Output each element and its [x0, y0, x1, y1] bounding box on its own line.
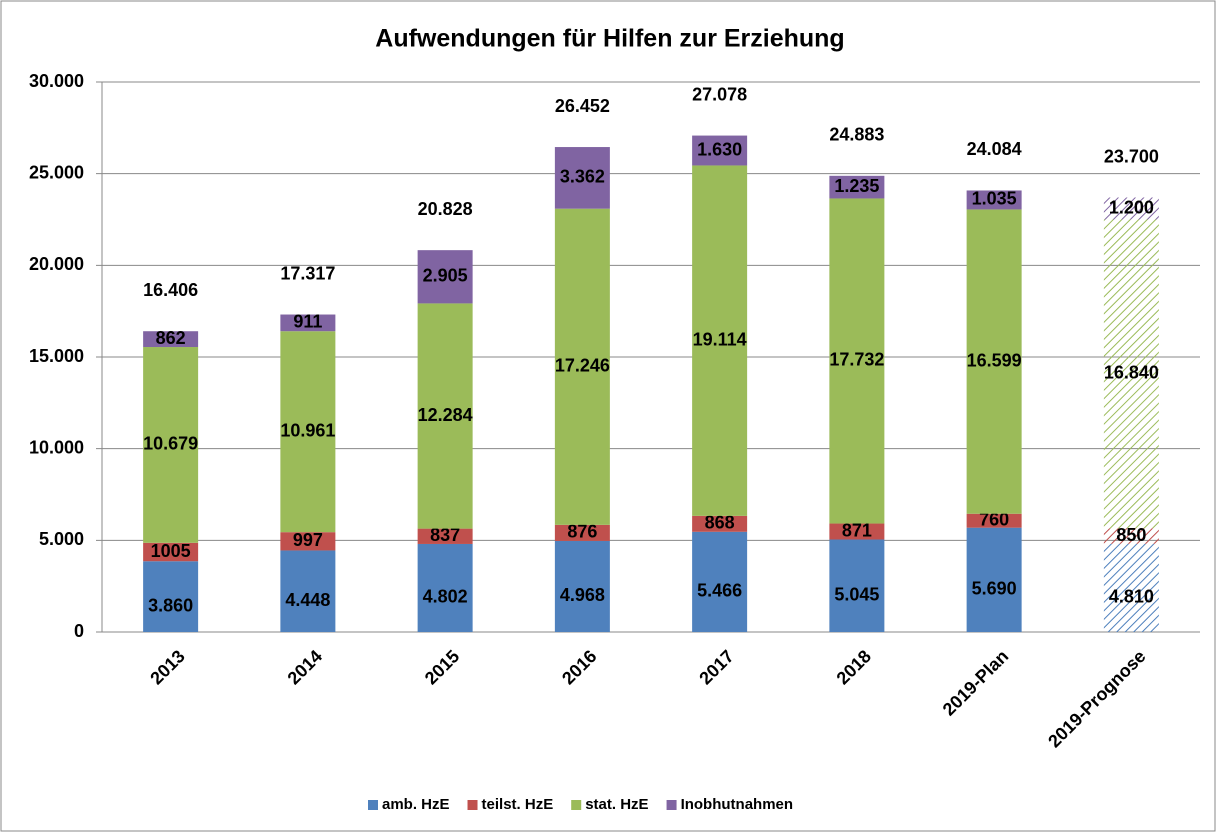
- data-label: 760: [979, 509, 1009, 529]
- bar-segment: [692, 531, 748, 632]
- total-label: 24.084: [967, 139, 1022, 159]
- data-label: 12.284: [418, 405, 473, 425]
- bar-segment: [417, 528, 473, 544]
- bar-segment: [692, 165, 748, 516]
- data-label: 19.114: [693, 329, 747, 349]
- data-label: 16.599: [967, 350, 1022, 370]
- bar-segment: [1103, 528, 1159, 544]
- data-label: 1.630: [697, 139, 742, 159]
- bar-segment: [829, 523, 885, 540]
- data-label: 5.690: [972, 579, 1017, 599]
- bar-segment: [417, 543, 473, 632]
- bar-segment: [966, 527, 1022, 632]
- data-label: 837: [430, 525, 460, 545]
- legend-swatch: [571, 800, 582, 810]
- data-label: 5.045: [834, 585, 879, 605]
- data-label: 4.968: [560, 585, 605, 605]
- data-label: 3.860: [148, 595, 193, 615]
- total-label: 27.078: [692, 84, 747, 104]
- bar-segment: [417, 303, 473, 529]
- data-label: 876: [567, 522, 597, 542]
- legend-label: teilst. HzE: [482, 796, 554, 813]
- total-label: 16.406: [143, 280, 198, 300]
- bar-segment: [143, 347, 199, 543]
- bar-segment: [143, 331, 199, 348]
- bar-segment: [280, 331, 336, 533]
- bar-segment: [417, 250, 473, 304]
- data-label: 3.362: [560, 167, 605, 187]
- y-tick-label: 25.000: [29, 162, 84, 182]
- bar-segment: [280, 532, 336, 551]
- bar-segment: [143, 542, 199, 562]
- legend-label: amb. HzE: [382, 796, 450, 813]
- y-tick-label: 20.000: [29, 254, 84, 274]
- data-label: 17.246: [555, 356, 610, 376]
- data-label: 17.732: [829, 350, 884, 370]
- total-label: 23.700: [1104, 146, 1159, 166]
- bar-segment: [966, 190, 1022, 210]
- bar-segment: [554, 540, 610, 632]
- bar-segment: [143, 561, 199, 632]
- bar-segment: [692, 515, 748, 532]
- bar-segment: [280, 314, 336, 332]
- bar-segment: [829, 198, 885, 524]
- legend-swatch: [368, 800, 378, 810]
- bar-segment: [554, 208, 610, 525]
- legend-swatch: [666, 800, 677, 810]
- total-label: 20.828: [418, 199, 473, 219]
- y-tick-label: 10.000: [29, 437, 84, 457]
- data-label: 10.679: [143, 434, 198, 454]
- bar-segment: [966, 209, 1022, 514]
- data-label: 2.905: [423, 266, 468, 286]
- data-label: 911: [293, 312, 322, 332]
- data-label: 868: [705, 513, 735, 533]
- data-label: 10.961: [280, 420, 335, 440]
- bar-segment: [829, 539, 885, 632]
- total-label: 26.452: [555, 96, 610, 116]
- y-tick-label: 5.000: [39, 529, 84, 549]
- total-label: 17.317: [280, 263, 335, 283]
- y-tick-label: 15.000: [29, 346, 84, 366]
- total-label: 24.883: [829, 125, 884, 145]
- bar-segment: [1103, 219, 1159, 529]
- y-tick-label: 0: [74, 621, 84, 641]
- bar-segment: [692, 135, 748, 166]
- data-label: 4.448: [285, 590, 330, 610]
- legend-swatch: [467, 800, 478, 810]
- bar-segment: [1103, 197, 1159, 220]
- data-label: 1005: [151, 541, 191, 561]
- data-label: 1.200: [1109, 197, 1154, 217]
- bar-segment: [829, 175, 885, 199]
- data-label: 997: [293, 530, 323, 550]
- bar-segment: [554, 147, 610, 209]
- data-label: 871: [842, 520, 872, 540]
- legend-label: stat. HzE: [585, 796, 648, 813]
- y-tick-label: 30.000: [29, 71, 84, 91]
- data-label: 850: [1116, 525, 1146, 545]
- chart-title: Aufwendungen für Hilfen zur Erziehung: [375, 25, 844, 53]
- data-label: 1.035: [972, 189, 1017, 209]
- bar-segment: [280, 550, 336, 632]
- data-label: 16.840: [1104, 363, 1159, 383]
- data-label: 4.802: [423, 587, 468, 607]
- bar-segment: [966, 513, 1022, 528]
- data-label: 5.466: [697, 581, 742, 601]
- data-label: 1.235: [834, 176, 879, 196]
- bar-segment: [1103, 543, 1159, 632]
- legend-label: Inobhutnahmen: [681, 796, 794, 813]
- bar-segment: [554, 524, 610, 541]
- data-label: 4.810: [1109, 587, 1154, 607]
- data-label: 862: [156, 328, 186, 348]
